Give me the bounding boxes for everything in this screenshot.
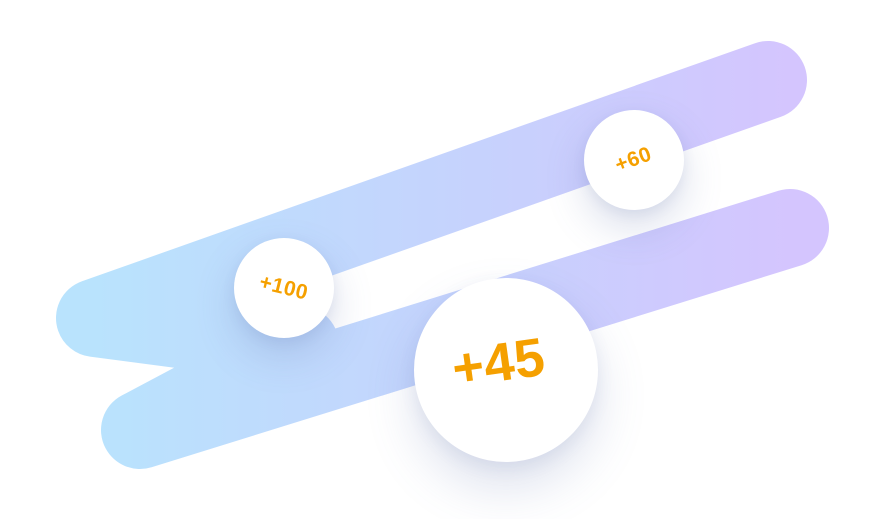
score-badge-60: +60: [584, 110, 684, 210]
score-badge-100: +100: [234, 238, 334, 338]
score-badge-label: +60: [612, 142, 656, 177]
score-badge-45: +45: [414, 278, 598, 462]
score-badge-label: +45: [448, 326, 550, 400]
score-badge-label: +100: [257, 270, 311, 305]
brush-stroke-path: [56, 41, 829, 469]
